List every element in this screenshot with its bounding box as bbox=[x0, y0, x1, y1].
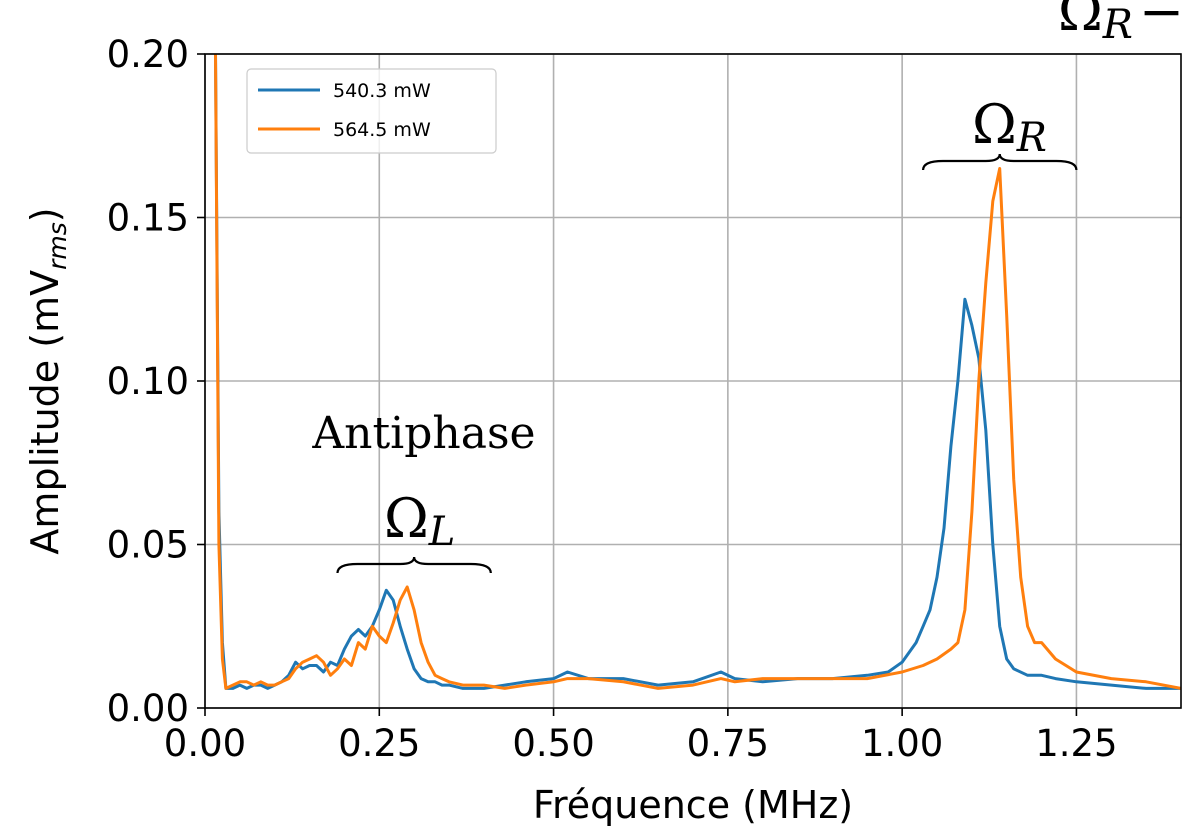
x-tick-label: 0.00 bbox=[164, 722, 246, 765]
legend: 540.3 mW 564.5 mW bbox=[246, 68, 497, 154]
y-axis-label-subscript: rms bbox=[43, 222, 72, 270]
y-axis-ticks: 0.00 0.05 0.10 0.15 0.20 bbox=[107, 33, 205, 730]
y-tick-label: 0.00 bbox=[107, 687, 189, 730]
legend-label-series-2: 564.5 mW bbox=[333, 119, 431, 141]
x-axis-label: Fréquence (MHz) bbox=[533, 783, 853, 827]
x-tick-label: 1.00 bbox=[861, 722, 943, 765]
x-axis-ticks: 0.00 0.25 0.50 0.75 1.00 1.25 bbox=[164, 708, 1118, 765]
annotation-antiphase: Antiphase bbox=[311, 408, 535, 459]
annotation-omega-l: ΩL bbox=[384, 487, 455, 555]
y-axis-label: Amplitude (mVrms) bbox=[23, 207, 72, 554]
annotation-omega-r-clipped: ΩR − bbox=[1058, 0, 1184, 48]
annotation-omega-r: ΩR bbox=[972, 93, 1047, 161]
y-tick-label: 0.05 bbox=[107, 524, 189, 567]
x-tick-label: 0.75 bbox=[687, 722, 769, 765]
annotation-brace-l bbox=[336, 556, 492, 574]
y-tick-label: 0.15 bbox=[107, 197, 189, 240]
x-tick-label: 0.50 bbox=[512, 722, 594, 765]
series-line-2 bbox=[214, 54, 1181, 690]
legend-label-series-1: 540.3 mW bbox=[333, 80, 431, 102]
series-lines bbox=[214, 54, 1181, 690]
y-tick-label: 0.20 bbox=[107, 33, 189, 76]
annotation-brace-r bbox=[921, 153, 1078, 171]
y-tick-label: 0.10 bbox=[107, 360, 189, 403]
x-tick-label: 1.25 bbox=[1035, 722, 1117, 765]
x-tick-label: 0.25 bbox=[338, 722, 420, 765]
